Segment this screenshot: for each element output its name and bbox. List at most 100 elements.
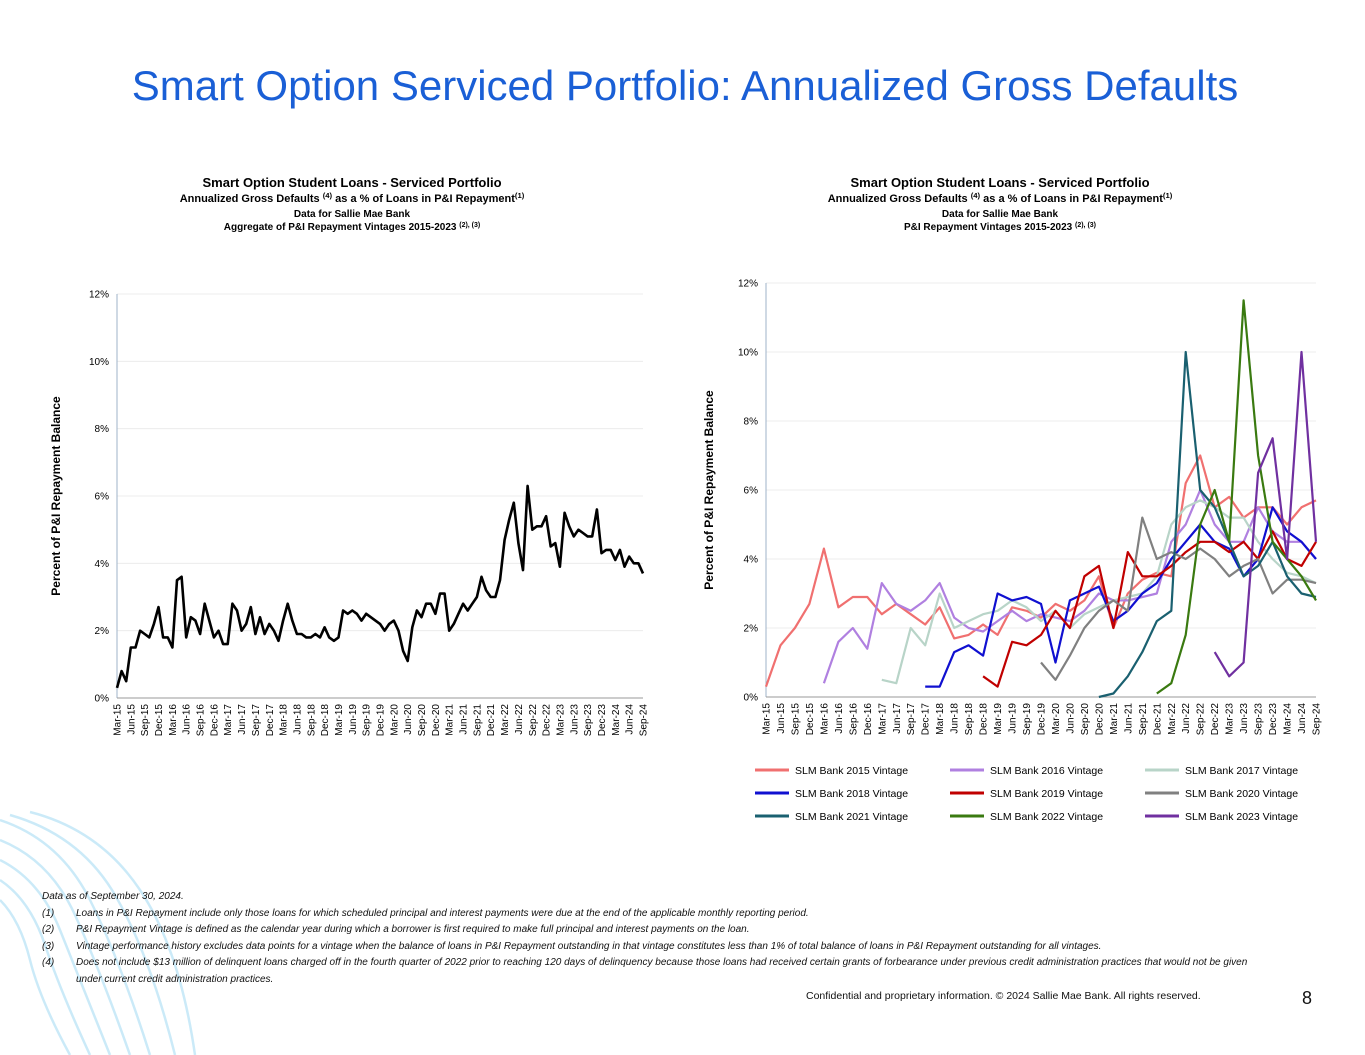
footnote-text: Vintage performance history excludes dat… xyxy=(76,940,1102,952)
superscript: (4) xyxy=(323,191,333,200)
x-tick-label: Dec-21 xyxy=(1152,703,1163,736)
x-tick-label: Jun-24 xyxy=(1297,703,1308,734)
y-tick-label: 12% xyxy=(89,290,109,301)
subtitle-text: Annualized Gross Defaults xyxy=(180,193,323,205)
x-tick-label: Mar-24 xyxy=(611,704,622,736)
swirl xyxy=(0,858,112,1055)
footnotes: Data as of September 30, 2024. (1) Loans … xyxy=(42,889,1272,988)
series-line xyxy=(1040,516,1317,681)
x-tick-label: Mar-24 xyxy=(1283,703,1294,735)
x-tick-label: Sep-17 xyxy=(906,703,917,736)
x-tick-label: Dec-16 xyxy=(209,704,220,737)
x-tick-label: Jun-21 xyxy=(1123,703,1134,734)
footnote-text: P&I Repayment Vintage is defined as the … xyxy=(76,924,750,935)
chart: Smart Option Student Loans - Serviced Po… xyxy=(49,175,650,736)
x-tick-label: Sep-15 xyxy=(790,703,801,736)
swirl xyxy=(0,818,152,1055)
footnote-marker: (1) xyxy=(42,907,55,919)
x-tick-label: Sep-23 xyxy=(1254,703,1265,736)
y-tick-label: 6% xyxy=(95,492,110,503)
x-tick-label: Jun-19 xyxy=(1008,703,1019,734)
x-tick-label: Jun-18 xyxy=(950,703,961,734)
y-axis-label: Percent of P&I Repayment Balance xyxy=(49,396,63,596)
x-tick-label: Dec-15 xyxy=(805,703,816,736)
x-tick-label: Jun-18 xyxy=(292,704,303,735)
x-tick-label: Dec-18 xyxy=(979,703,990,736)
x-tick-label: Sep-18 xyxy=(306,704,317,737)
chart-note: Data for Sallie Mae Bank xyxy=(942,209,1059,220)
y-tick-label: 10% xyxy=(738,348,758,359)
x-tick-label: Mar-18 xyxy=(935,703,946,735)
x-tick-label: Mar-20 xyxy=(389,704,400,736)
x-tick-label: Sep-22 xyxy=(1196,703,1207,736)
x-tick-label: Mar-18 xyxy=(279,704,290,736)
x-tick-label: Mar-23 xyxy=(555,704,566,736)
footnote-text: Loans in P&I Repayment include only thos… xyxy=(76,907,809,919)
x-tick-label: Mar-20 xyxy=(1051,703,1062,735)
swirl xyxy=(9,813,177,1055)
x-tick-label: Sep-23 xyxy=(583,704,594,737)
x-tick-label: Sep-22 xyxy=(528,704,539,737)
x-tick-label: Sep-24 xyxy=(639,704,650,737)
x-tick-label: Dec-22 xyxy=(542,704,553,737)
superscript: (4) xyxy=(971,191,981,200)
subtitle-text: Aggregate of P&I Repayment Vintages 2015… xyxy=(224,222,459,233)
x-tick-label: Jun-23 xyxy=(569,704,580,735)
x-tick-label: Dec-17 xyxy=(265,704,276,737)
x-tick-label: Jun-20 xyxy=(403,704,414,735)
footnote-marker: (3) xyxy=(42,940,55,952)
x-tick-label: Mar-15 xyxy=(113,704,124,736)
x-tick-label: Dec-18 xyxy=(320,704,331,737)
chart-subtitle: Aggregate of P&I Repayment Vintages 2015… xyxy=(224,222,480,234)
series-line xyxy=(925,506,1317,688)
x-tick-label: Sep-19 xyxy=(1022,703,1033,736)
x-tick-label: Mar-17 xyxy=(223,704,234,736)
chart: Smart Option Student Loans - Serviced Po… xyxy=(702,175,1323,823)
x-tick-label: Sep-16 xyxy=(196,704,207,737)
x-tick-label: Sep-17 xyxy=(251,704,262,737)
x-tick-label: Dec-21 xyxy=(486,704,497,737)
x-tick-label: Dec-16 xyxy=(863,703,874,736)
legend-label: SLM Bank 2017 Vintage xyxy=(1185,765,1298,777)
x-tick-label: Dec-19 xyxy=(376,704,387,737)
x-tick-label: Dec-23 xyxy=(597,704,608,737)
swirl xyxy=(0,838,132,1055)
x-tick-label: Mar-21 xyxy=(445,704,456,736)
date-note: Data as of September 30, 2024. xyxy=(42,891,184,902)
x-tick-label: Jun-19 xyxy=(348,704,359,735)
x-tick-label: Jun-24 xyxy=(625,704,636,735)
x-tick-label: Jun-17 xyxy=(237,704,248,735)
x-tick-label: Sep-24 xyxy=(1312,703,1323,736)
superscript: (1) xyxy=(515,191,525,200)
legend-label: SLM Bank 2016 Vintage xyxy=(990,765,1103,777)
y-axis-label: Percent of P&I Repayment Balance xyxy=(702,390,716,590)
x-tick-label: Sep-20 xyxy=(417,704,428,737)
y-tick-label: 4% xyxy=(95,559,110,570)
y-tick-label: 4% xyxy=(744,555,759,566)
x-tick-label: Dec-20 xyxy=(431,704,442,737)
x-tick-label: Sep-21 xyxy=(472,704,483,737)
subtitle-text: as a % of Loans in P&I Repayment xyxy=(980,193,1163,205)
x-tick-label: Mar-22 xyxy=(1167,703,1178,735)
subtitle-text: as a % of Loans in P&I Repayment xyxy=(332,193,515,205)
chart-note: Data for Sallie Mae Bank xyxy=(294,209,411,220)
x-tick-label: Dec-19 xyxy=(1037,703,1048,736)
x-tick-label: Mar-19 xyxy=(993,703,1004,735)
chart-subtitle: Annualized Gross Defaults (4) as a % of … xyxy=(828,191,1173,206)
x-tick-label: Mar-15 xyxy=(762,703,773,735)
x-tick-label: Jun-23 xyxy=(1239,703,1250,734)
series-line xyxy=(764,454,1317,687)
x-tick-label: Sep-18 xyxy=(964,703,975,736)
x-tick-label: Jun-22 xyxy=(514,704,525,735)
x-tick-label: Sep-20 xyxy=(1080,703,1091,736)
y-tick-label: 0% xyxy=(744,693,759,704)
chart-subtitle: P&I Repayment Vintages 2015-2023 (2), (3… xyxy=(904,222,1096,234)
legend-label: SLM Bank 2020 Vintage xyxy=(1185,788,1298,800)
confidential-note: Confidential and proprietary information… xyxy=(806,990,1201,1002)
x-tick-label: Sep-21 xyxy=(1138,703,1149,736)
x-tick-label: Mar-16 xyxy=(168,704,179,736)
x-tick-label: Jun-21 xyxy=(459,704,470,735)
x-tick-label: Dec-15 xyxy=(154,704,165,737)
subtitle-text: P&I Repayment Vintages 2015-2023 xyxy=(904,222,1075,233)
